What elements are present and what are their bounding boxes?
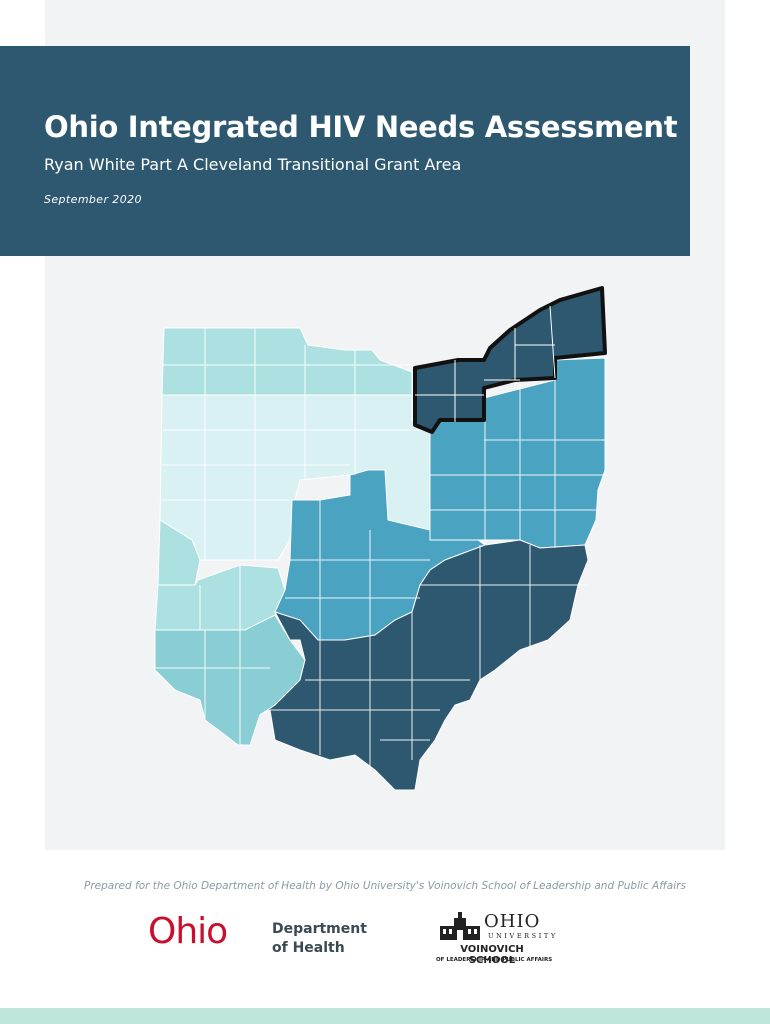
cutler-hall-icon bbox=[440, 912, 480, 940]
county-boundaries bbox=[155, 328, 605, 770]
report-subtitle: Ryan White Part A Cleveland Transitional… bbox=[44, 155, 462, 174]
report-date: September 2020 bbox=[44, 193, 142, 206]
ohio-university-logo: OHIO UNIVERSITY VOINOVICH SCHOOL OF LEAD… bbox=[436, 910, 556, 966]
footer-strip bbox=[0, 1008, 770, 1024]
ohio-university-subtitle: UNIVERSITY bbox=[488, 932, 558, 940]
map-region-northwest-pale bbox=[154, 327, 413, 631]
ohio-university-name: OHIO bbox=[484, 911, 541, 932]
map-region-southwest-light bbox=[154, 614, 306, 746]
prepared-by-text: Prepared for the Ohio Department of Heal… bbox=[84, 880, 686, 892]
department-line-1: Department bbox=[272, 921, 367, 937]
ohio-logo-word: Ohio bbox=[148, 911, 228, 952]
map-region-southeast-dark bbox=[259, 539, 589, 791]
voinovich-school-name: VOINOVICH SCHOOL bbox=[460, 944, 524, 966]
voinovich-school-tagline: OF LEADERSHIP AND PUBLIC AFFAIRS bbox=[436, 957, 553, 963]
department-of-health-logo: Department of Health bbox=[272, 920, 367, 958]
report-title: Ohio Integrated HIV Needs Assessment bbox=[44, 110, 678, 144]
department-line-2: of Health bbox=[272, 940, 345, 956]
cleveland-tga-region bbox=[413, 286, 607, 434]
title-banner: Ohio Integrated HIV Needs Assessment Rya… bbox=[0, 46, 690, 256]
ohio-county-map bbox=[154, 286, 607, 791]
